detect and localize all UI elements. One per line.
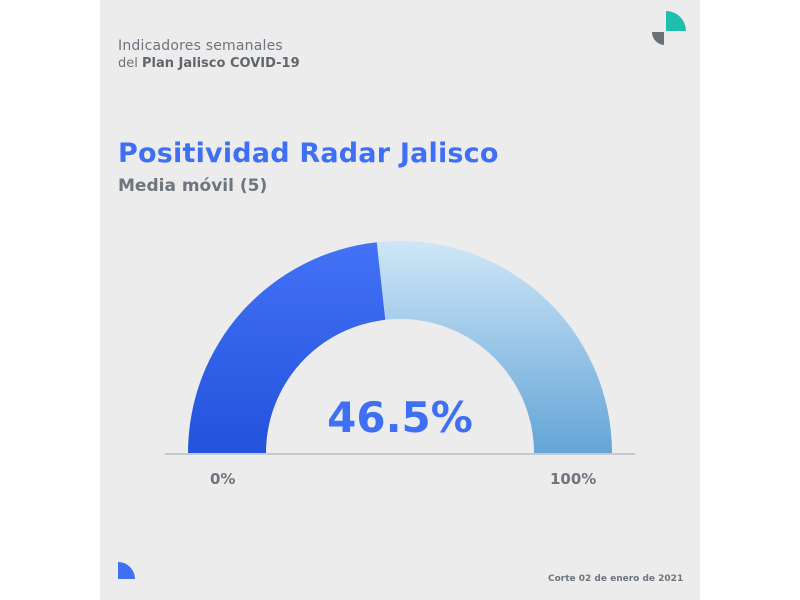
chart-subtitle: Media móvil (5): [118, 176, 268, 196]
gauge-remaining-arc: [376, 241, 612, 453]
gauge-chart: 46.5%: [118, 11, 686, 579]
logo-icon: [651, 11, 686, 45]
chart-title: Positividad Radar Jalisco: [118, 138, 499, 169]
header-line2-prefix: del: [118, 56, 142, 71]
header-line1: Indicadores semanales: [118, 38, 283, 54]
infographic-card: Indicadores semanales del Plan Jalisco C…: [100, 0, 700, 600]
gauge-min-label: 0%: [210, 470, 236, 488]
header-line2: del Plan Jalisco COVID-19: [118, 56, 300, 71]
corner-quarter-circle-icon: [118, 562, 135, 579]
gauge-filled-arc: [188, 242, 386, 453]
footer-date: Corte 02 de enero de 2021: [548, 574, 684, 584]
header-line2-bold: Plan Jalisco COVID-19: [142, 56, 300, 71]
gauge-max-label: 100%: [550, 470, 597, 488]
gauge-value-label: 46.5%: [327, 393, 473, 442]
